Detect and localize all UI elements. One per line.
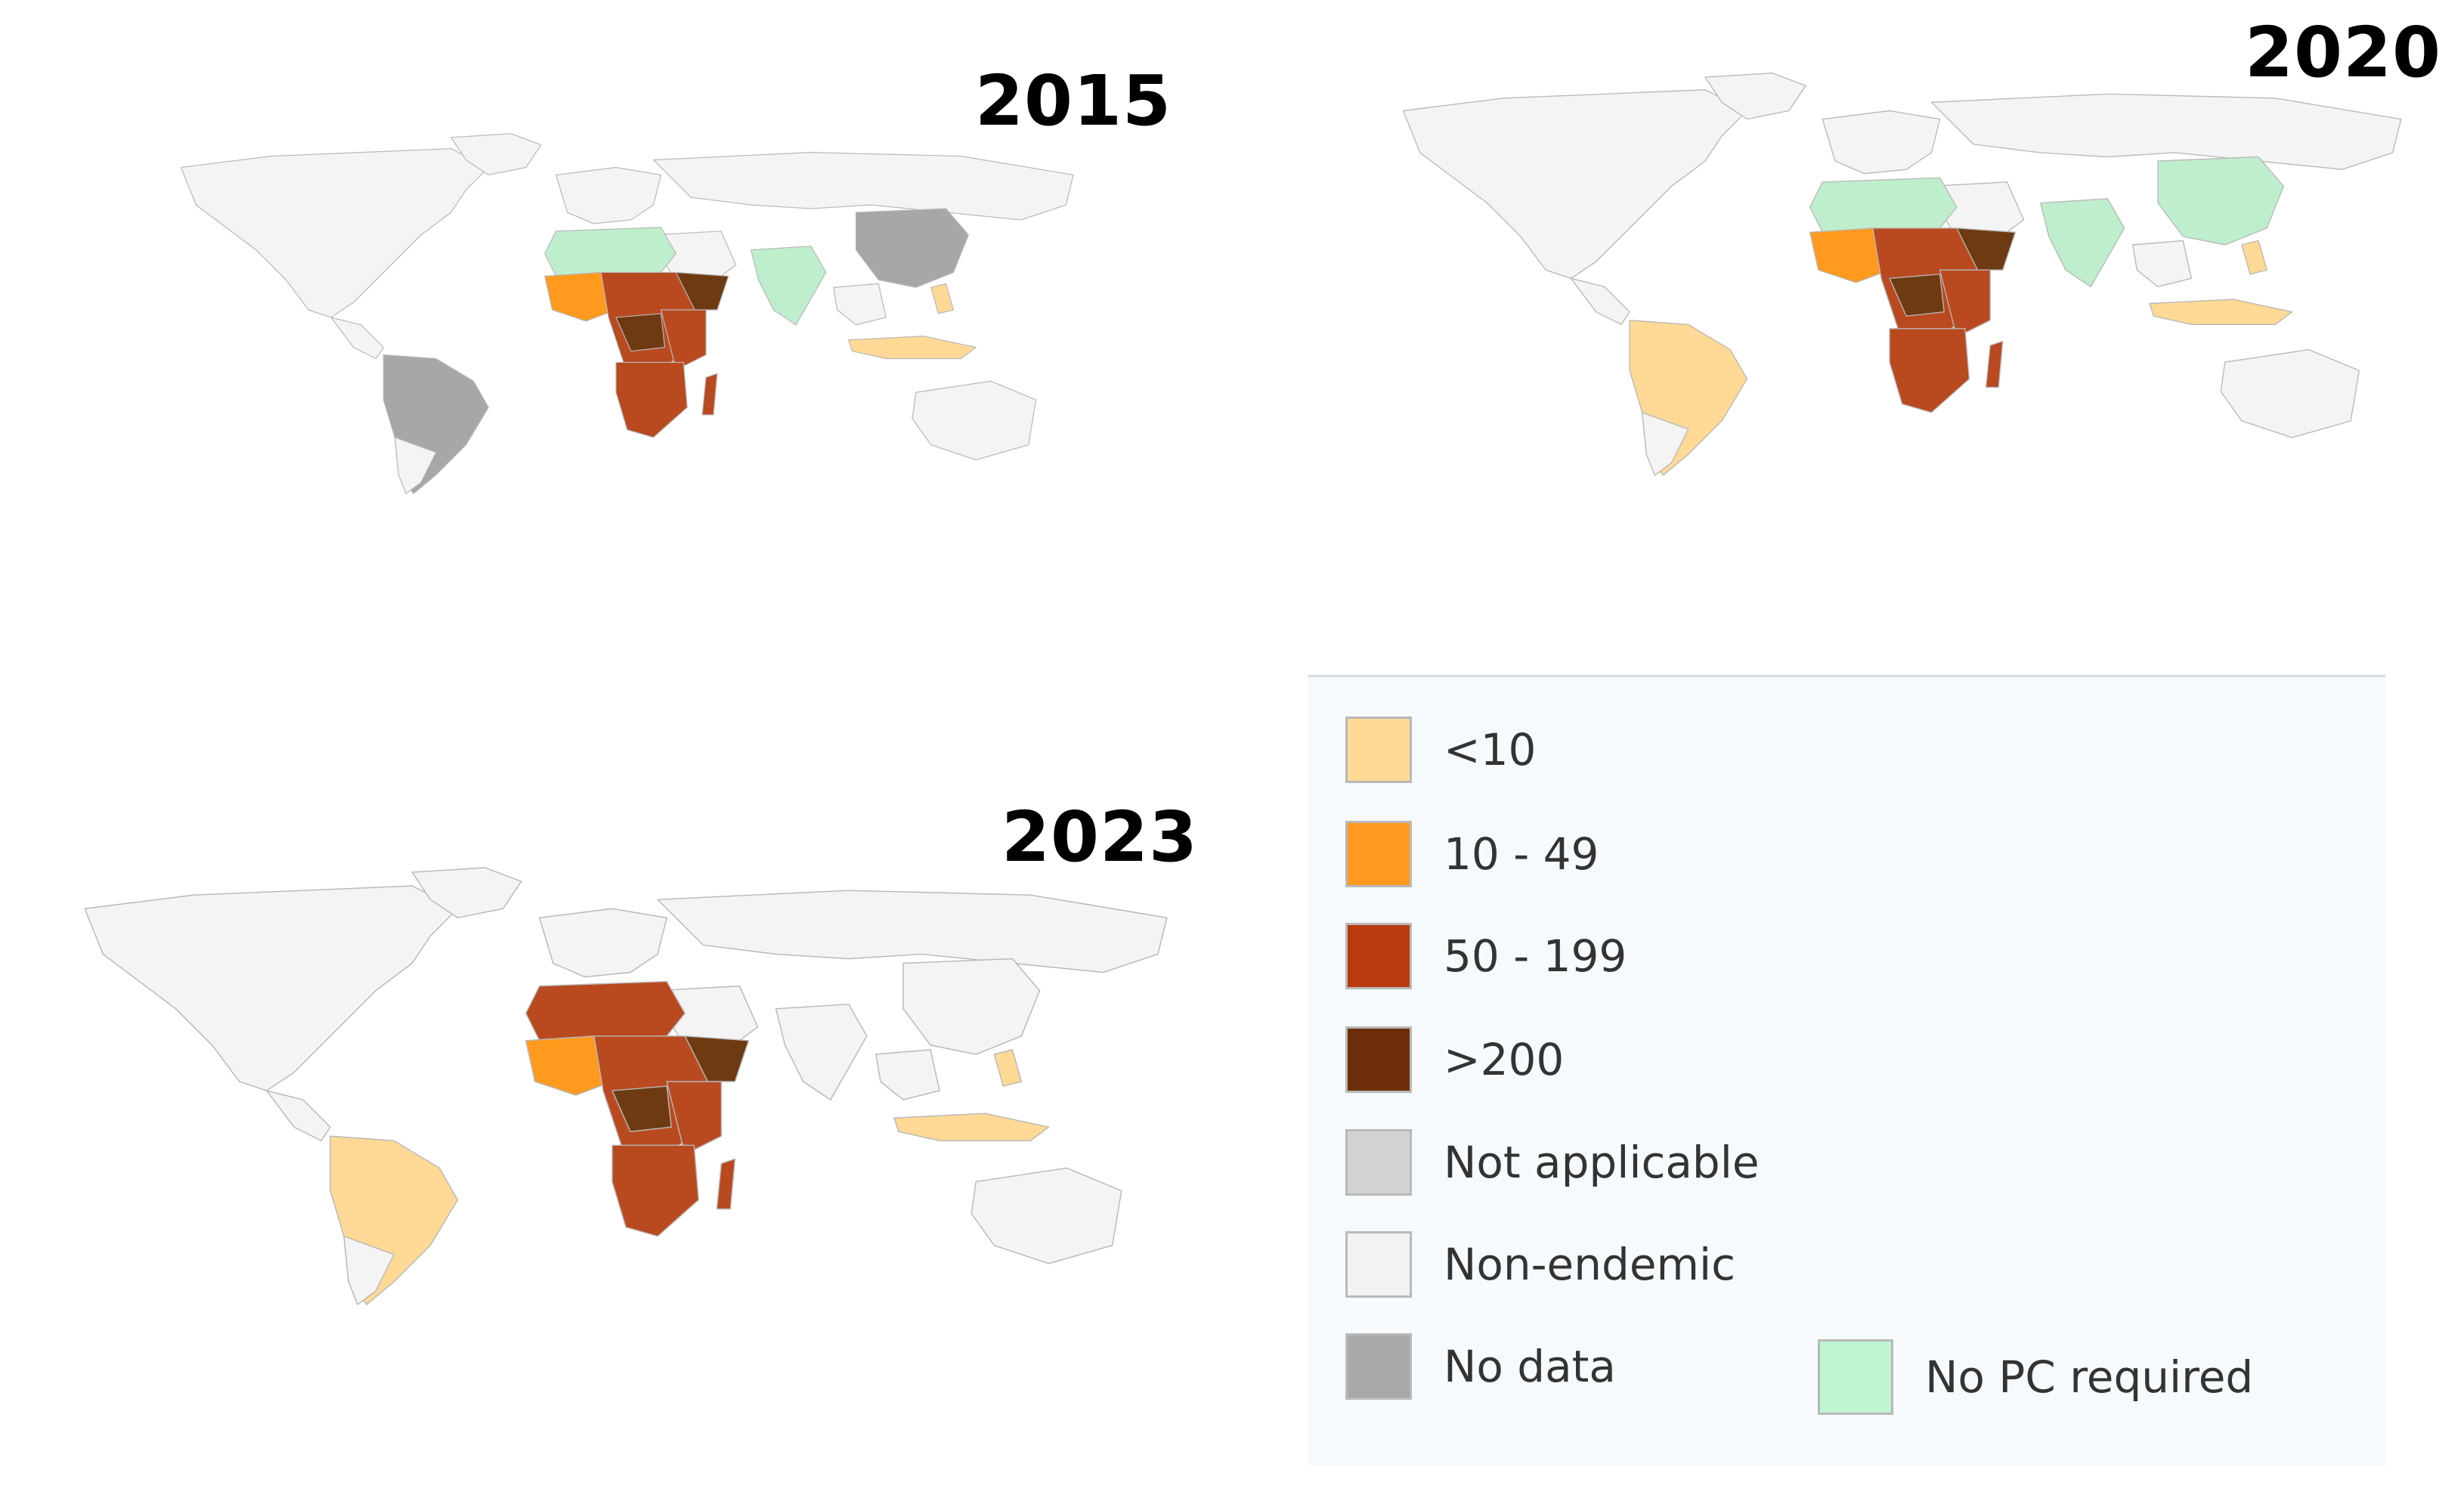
legend: <10 10 - 49 50 - 199 >200 Not applicable…: [1308, 675, 2385, 1466]
region-north-africa: [1809, 177, 1958, 233]
region-russia-asia: [657, 890, 1168, 973]
legend-label: No PC required: [1925, 1351, 2254, 1403]
map-year-2015: 2015: [975, 60, 1172, 141]
region-southeast-asia: [2132, 240, 2193, 288]
map-2015: [136, 121, 1096, 499]
legend-item: 10 - 49: [1345, 821, 1599, 887]
region-east-asia: [2157, 156, 2285, 246]
region-australia: [2220, 348, 2360, 438]
region-east-asia: [855, 208, 969, 288]
region-horn-africa: [1956, 227, 2017, 271]
region-russia-asia: [653, 152, 1074, 221]
region-east-asia: [902, 958, 1041, 1055]
region-greenland: [1704, 72, 1806, 120]
region-australia: [970, 1167, 1122, 1264]
legend-item: <10: [1345, 717, 1536, 783]
region-madagascar: [716, 1158, 736, 1210]
legend-swatch: [1345, 717, 1412, 783]
legend-item: Non-endemic: [1345, 1231, 1735, 1298]
region-central-america: [330, 317, 385, 360]
region-north-america: [180, 148, 489, 318]
legend-label: >200: [1444, 1034, 1565, 1085]
legend-label: No data: [1444, 1341, 1616, 1392]
region-philippines: [2241, 240, 2267, 275]
region-horn-africa: [684, 1035, 750, 1082]
legend-swatch: [1345, 1333, 1412, 1400]
legend-item: No PC required: [1818, 1339, 2253, 1415]
region-congo-basin: [611, 1085, 672, 1132]
legend-swatch: [1818, 1339, 1893, 1415]
map-2020: [1353, 60, 2426, 484]
region-southern-africa: [611, 1144, 700, 1237]
region-southern-africa: [615, 361, 688, 438]
legend-item: 50 - 199: [1345, 923, 1627, 989]
region-india: [2040, 198, 2125, 288]
region-philippines: [993, 1049, 1023, 1087]
region-greenland: [411, 867, 522, 919]
legend-item: Not applicable: [1345, 1129, 1760, 1196]
region-south-america-south: [1642, 412, 1689, 476]
region-north-america: [1402, 89, 1748, 279]
region-north-africa: [525, 980, 686, 1041]
region-europe: [556, 166, 662, 224]
region-southeast-asia: [833, 283, 887, 326]
region-central-america: [1570, 277, 1630, 325]
region-southern-africa: [1889, 328, 1970, 413]
region-north-america: [84, 885, 459, 1091]
legend-swatch: [1345, 821, 1412, 887]
region-west-africa: [544, 271, 617, 322]
region-india: [775, 1003, 868, 1100]
region-australia: [912, 380, 1037, 461]
legend-swatch: [1345, 1129, 1412, 1196]
region-north-africa: [544, 227, 676, 277]
region-east-africa: [1939, 269, 1991, 338]
region-indonesia: [893, 1113, 1050, 1142]
world-map-2023: [84, 867, 1168, 1305]
legend-item: >200: [1345, 1026, 1564, 1093]
legend-label: <10: [1444, 724, 1537, 775]
region-indonesia: [2149, 299, 2293, 325]
region-horn-africa: [675, 271, 729, 311]
region-madagascar: [1985, 340, 2004, 388]
legend-swatch: [1345, 1026, 1412, 1093]
region-west-africa: [525, 1035, 613, 1096]
legend-label: 50 - 199: [1444, 930, 1627, 982]
region-europe: [1822, 110, 1941, 175]
region-congo-basin: [615, 313, 666, 352]
legend-label: Non-endemic: [1444, 1239, 1736, 1290]
region-west-africa: [1809, 227, 1890, 283]
region-india: [750, 246, 827, 326]
region-greenland: [450, 133, 542, 176]
region-south-america-south: [394, 437, 437, 494]
legend-label: Not applicable: [1444, 1137, 1760, 1188]
region-russia-asia: [1930, 93, 2402, 170]
legend-item: No data: [1345, 1333, 1616, 1400]
region-madagascar: [701, 373, 718, 416]
region-philippines: [930, 283, 955, 314]
region-europe: [539, 908, 667, 978]
world-map-2015: [180, 133, 1074, 494]
region-east-africa: [660, 309, 707, 370]
world-map-2020: [1402, 72, 2402, 476]
region-east-africa: [666, 1081, 723, 1156]
legend-swatch: [1345, 923, 1412, 989]
map-year-2023: 2023: [1001, 797, 1199, 877]
legend-swatch: [1345, 1231, 1412, 1298]
legend-label: 10 - 49: [1444, 828, 1599, 880]
region-central-america: [266, 1090, 331, 1142]
region-south-america-south: [343, 1235, 395, 1305]
region-congo-basin: [1889, 274, 1945, 317]
map-2023: [30, 854, 1194, 1305]
map-year-2020: 2020: [2245, 12, 2442, 93]
region-indonesia: [847, 336, 977, 360]
region-southeast-asia: [875, 1049, 940, 1100]
